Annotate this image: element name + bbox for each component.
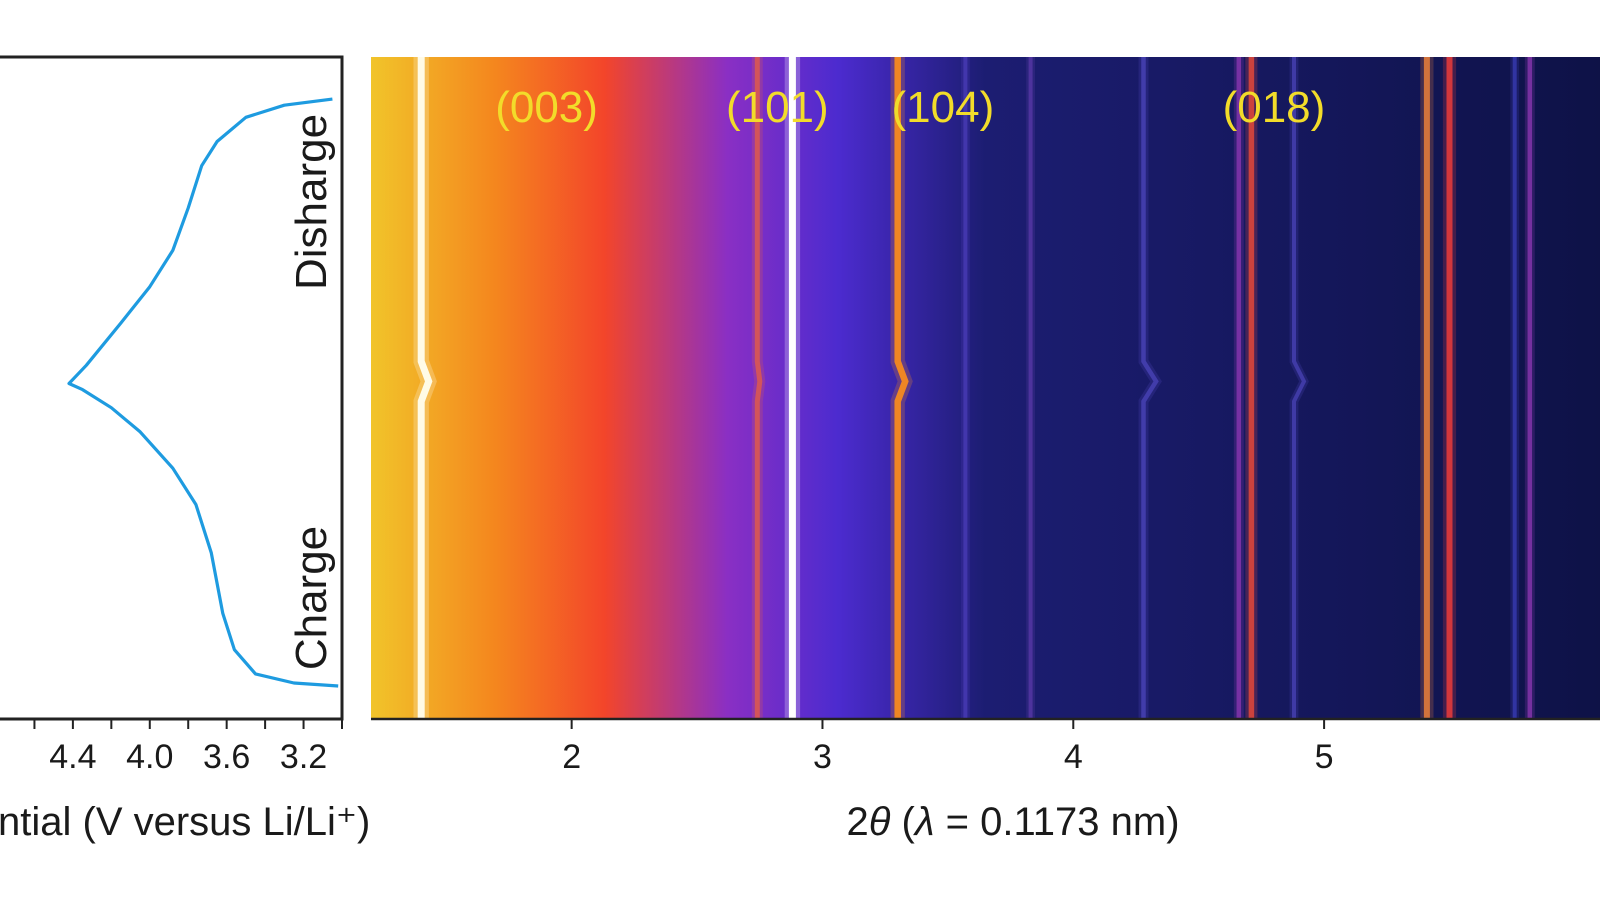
xrd-peak-label: (018)	[1223, 83, 1326, 132]
xrd-peak-labels: (003) (101) (104) (018)	[495, 83, 1325, 132]
xrd-peak-line	[754, 57, 763, 719]
discharge-label: Disharge	[287, 114, 336, 290]
xrd-peak-line	[417, 57, 433, 719]
xrd-background	[371, 57, 1600, 719]
xrd-tick-label: 4	[1064, 738, 1083, 776]
voltage-panel: 4.4 4.0 3.6 3.2 Disharge Charge ntial (V ve…	[0, 55, 370, 844]
xrd-peak-label: (101)	[726, 83, 829, 132]
xrd-panel: (003) (101) (104) (018) 2 3 4 5 2θ (λ = 0.1173…	[371, 57, 1600, 844]
xrd-peak-label: (003)	[495, 83, 598, 132]
voltage-plot-frame	[0, 55, 344, 721]
xrd-x-axis-title: 2θ (λ = 0.1173 nm)	[846, 800, 1179, 844]
voltage-tick-label: 3.6	[203, 738, 250, 776]
xrd-tick-label: 5	[1315, 738, 1334, 776]
voltage-x-ticks: 4.4 4.0 3.6 3.2	[33, 719, 343, 776]
voltage-tick-label: 4.4	[49, 738, 96, 776]
charge-label: Charge	[287, 526, 336, 670]
voltage-tick-label: 4.0	[126, 738, 173, 776]
xrd-peaks	[413, 57, 1535, 719]
voltage-curve	[67, 97, 339, 688]
xrd-tick-label: 2	[562, 738, 581, 776]
xrd-peak-line	[1141, 57, 1159, 719]
xrd-x-ticks: 2 3 4 5	[562, 719, 1334, 776]
xrd-peak-line	[894, 57, 909, 719]
voltage-tick-label: 3.2	[280, 738, 327, 776]
voltage-x-axis-title: ntial (V versus Li/Li⁺)	[0, 800, 370, 844]
xrd-peak-label: (104)	[892, 83, 995, 132]
xrd-tick-label: 3	[813, 738, 832, 776]
xrd-peak-line	[1292, 57, 1307, 719]
